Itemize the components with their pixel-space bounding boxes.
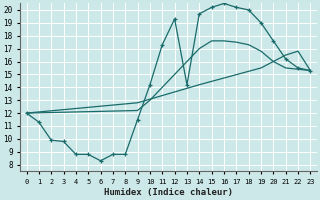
- X-axis label: Humidex (Indice chaleur): Humidex (Indice chaleur): [104, 188, 233, 197]
